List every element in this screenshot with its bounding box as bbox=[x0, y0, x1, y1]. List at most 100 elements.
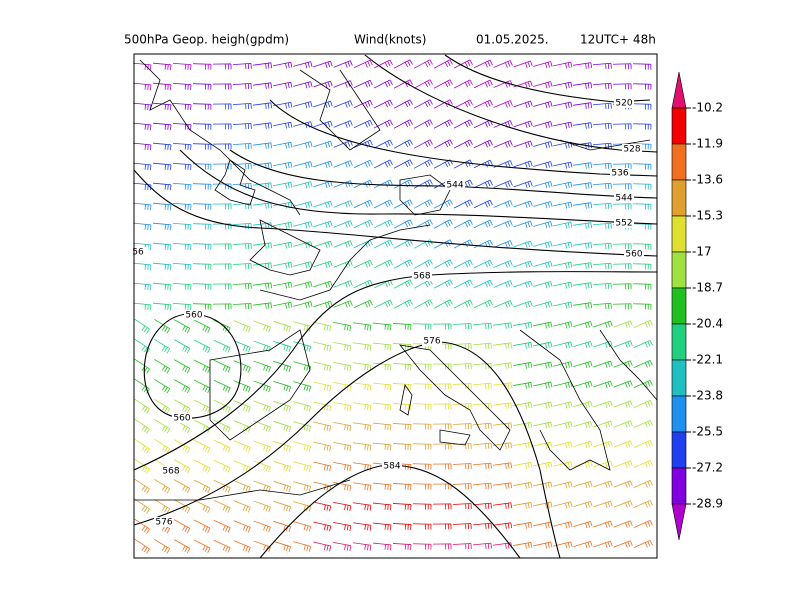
wind-barb bbox=[553, 501, 573, 509]
wind-barb bbox=[513, 342, 533, 349]
wind-barb bbox=[612, 283, 632, 290]
wind-barb bbox=[633, 319, 653, 329]
wind-barb bbox=[612, 303, 632, 310]
wind-barb bbox=[513, 60, 533, 69]
wind-barb bbox=[233, 320, 251, 333]
wind-barb bbox=[253, 340, 271, 353]
wind-barb bbox=[513, 120, 533, 129]
wind-barb bbox=[313, 321, 332, 332]
wind-barb bbox=[193, 399, 211, 414]
wind-barb bbox=[333, 361, 352, 372]
wind-barb bbox=[513, 422, 533, 429]
wind-barb bbox=[253, 500, 271, 513]
wind-barb bbox=[253, 122, 273, 129]
wind-barb bbox=[133, 162, 152, 171]
wind-barb bbox=[273, 261, 293, 269]
wind-barb bbox=[273, 320, 291, 332]
wind-barb bbox=[633, 399, 653, 409]
wind-barb bbox=[153, 82, 172, 91]
wind-barb bbox=[433, 299, 453, 309]
wind-barb bbox=[373, 382, 392, 391]
wind-barb bbox=[273, 201, 293, 209]
coastline bbox=[399, 384, 413, 416]
label-background bbox=[622, 144, 642, 154]
contour-label: 560 bbox=[173, 414, 190, 424]
wind-barb bbox=[253, 62, 273, 69]
wind-barb bbox=[513, 502, 533, 509]
contour-label: 560 bbox=[185, 311, 202, 321]
wind-barb bbox=[333, 160, 353, 168]
wind-barb bbox=[633, 419, 653, 429]
wind-barb bbox=[632, 123, 652, 130]
wind-barb bbox=[192, 83, 212, 90]
wind-barb bbox=[173, 419, 191, 434]
wind-barb bbox=[592, 82, 612, 90]
wind-barb bbox=[633, 519, 653, 529]
wind-barb bbox=[393, 199, 413, 209]
wind-barb bbox=[192, 243, 212, 250]
wind-barb bbox=[273, 241, 293, 249]
wind-barb bbox=[213, 419, 231, 433]
wind-barb bbox=[353, 259, 373, 269]
wind-barb bbox=[134, 518, 150, 534]
wind-barb bbox=[353, 442, 372, 451]
wind-barb bbox=[212, 263, 232, 270]
wind-barb bbox=[293, 461, 312, 472]
wind-barb bbox=[353, 99, 373, 109]
wind-barb bbox=[172, 242, 192, 251]
wind-barb bbox=[192, 283, 212, 290]
wind-barb bbox=[493, 482, 513, 489]
wind-barb bbox=[192, 123, 212, 130]
wind-barb bbox=[633, 359, 653, 369]
label-background bbox=[154, 517, 174, 527]
wind-barb bbox=[173, 539, 191, 554]
wind-barb bbox=[212, 83, 232, 90]
wind-barb bbox=[333, 260, 353, 268]
wind-barb bbox=[513, 160, 533, 169]
coastline bbox=[399, 344, 511, 451]
wind-barb bbox=[592, 182, 612, 190]
wind-barb bbox=[233, 340, 251, 353]
label-background bbox=[382, 461, 402, 471]
wind-barb bbox=[333, 401, 352, 412]
wind-barb bbox=[154, 538, 171, 554]
wind-barb bbox=[232, 82, 252, 90]
wind-barb bbox=[513, 180, 533, 189]
wind-barb bbox=[453, 59, 473, 69]
wind-barb bbox=[553, 141, 573, 149]
wind-barb bbox=[232, 62, 252, 70]
wind-barb bbox=[413, 219, 433, 229]
wind-barb bbox=[172, 102, 192, 111]
wind-barb bbox=[412, 523, 432, 530]
wind-barb bbox=[632, 103, 652, 110]
wind-barb bbox=[313, 200, 333, 209]
contour-label: 584 bbox=[383, 462, 400, 472]
wind-barb bbox=[373, 422, 392, 431]
wind-barb bbox=[533, 501, 553, 509]
wind-barb bbox=[613, 320, 633, 328]
wind-barb bbox=[233, 540, 251, 553]
wind-barb bbox=[473, 522, 492, 530]
wind-barb bbox=[293, 121, 313, 129]
wind-barb bbox=[592, 262, 612, 270]
contour-line bbox=[179, 149, 658, 225]
wind-barb bbox=[493, 522, 513, 529]
colorbar-label: -20.4 bbox=[692, 317, 723, 331]
wind-barb bbox=[533, 401, 553, 409]
wind-barb bbox=[553, 221, 573, 229]
contour-line bbox=[444, 54, 651, 103]
wind-barb bbox=[353, 59, 373, 69]
wind-barb bbox=[632, 163, 652, 170]
wind-barb bbox=[633, 339, 653, 349]
wind-barb bbox=[373, 79, 393, 89]
wind-barb bbox=[293, 541, 312, 552]
wind-barb bbox=[154, 398, 171, 414]
wind-barb bbox=[172, 262, 192, 271]
wind-barb bbox=[412, 423, 432, 430]
wind-barb bbox=[313, 381, 332, 392]
coastline bbox=[559, 139, 651, 151]
colorbar-segment bbox=[671, 251, 687, 289]
wind-barb bbox=[293, 381, 312, 392]
label-background bbox=[445, 180, 465, 190]
wind-barb bbox=[313, 100, 333, 109]
